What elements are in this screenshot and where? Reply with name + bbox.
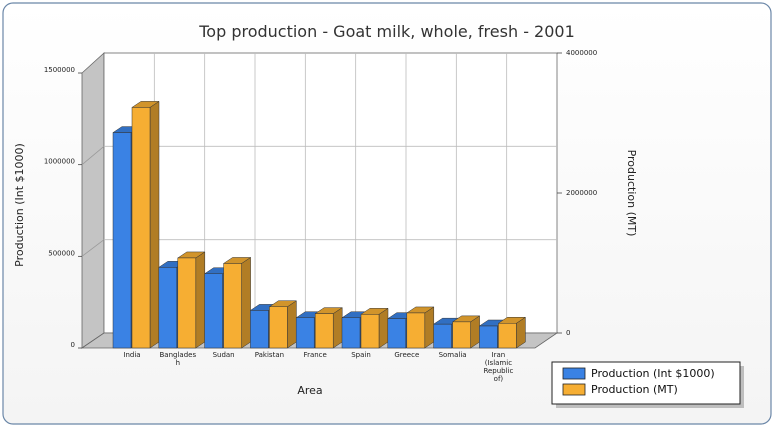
right-tick-label: 4000000 (566, 49, 597, 57)
gridline-wall (81, 239, 105, 257)
legend-label-mt: Production (MT) (591, 383, 678, 396)
left-axis-title: Production (Int $1000) (13, 143, 26, 267)
bar-mt-6 (405, 306, 435, 349)
bar-mt-3 (268, 300, 298, 349)
category-label: Pakistan (255, 351, 284, 359)
left-tick-label: 0 (71, 341, 75, 349)
right-tick-label: 0 (566, 329, 570, 337)
legend-swatch-int (562, 367, 586, 380)
category-label: Iran (Islamic Republic of) (483, 351, 513, 383)
left-tick-label: 500000 (48, 249, 75, 257)
right-axis-ticks: 0 2000000 4000000 (557, 49, 597, 337)
category-label: France (304, 351, 327, 359)
bar-mt-7 (451, 315, 481, 349)
gridlines (81, 53, 557, 333)
left-tick-label: 1500000 (44, 66, 75, 74)
category-label: Somalia (439, 351, 467, 359)
bar-mt-0 (131, 100, 160, 349)
category-labels: India Banglades h Sudan Pakistan France Spain G… (123, 351, 513, 383)
left-wall (81, 52, 105, 349)
category-label: Greece (394, 351, 419, 359)
bar-mt-5 (360, 307, 389, 349)
bar-mt-8 (497, 316, 527, 349)
left-tick-label: 1000000 (44, 158, 75, 166)
x-axis-title: Area (297, 384, 322, 397)
chart-title: Top production - Goat milk, whole, fresh… (198, 22, 575, 41)
bars (112, 100, 527, 349)
legend: Production (Int $1000) Production (MT) (551, 361, 744, 408)
legend-label-int: Production (Int $1000) (591, 367, 715, 380)
bar-mt-4 (314, 307, 344, 349)
bar-mt-2 (222, 256, 252, 349)
left-axis-ticks: 0 500000 1000000 1500000 (44, 66, 82, 349)
right-tick-label: 2000000 (566, 189, 597, 197)
gridline-wall (81, 146, 105, 165)
bar-mt-1 (176, 251, 206, 349)
category-label: Spain (351, 351, 371, 359)
legend-swatch-mt (562, 383, 586, 396)
category-label: Banglades h (159, 351, 196, 367)
right-axis-title: Production (MT) (625, 150, 638, 237)
category-label: India (123, 351, 140, 359)
category-label: Sudan (213, 351, 235, 359)
